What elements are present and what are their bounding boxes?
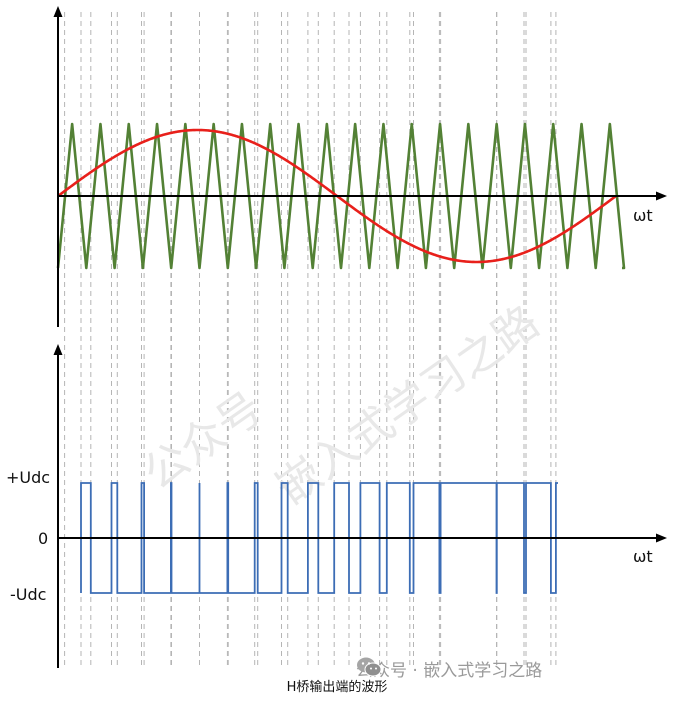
tick-label-negative: -Udc [10,585,46,604]
watermark-line2: 嵌入式学习之路 [267,296,549,514]
top-plot: ωt [53,6,667,327]
sampling-dashed-lines [64,12,557,668]
top-x-axis-label: ωt [633,206,653,225]
top-y-axis-arrow [53,6,63,17]
watermark: 公众号 嵌入式学习之路 [135,296,549,514]
bottom-y-axis-arrow [53,344,63,355]
account-credit: 公众号 · 嵌入式学习之路 [356,656,542,681]
watermark-line1: 公众号 [135,383,272,500]
figure-caption: H桥输出端的波形 [286,680,388,695]
tick-label-zero: 0 [38,529,48,548]
bottom-x-axis-arrow [656,533,667,543]
bottom-plot: ωt +Udc 0 -Udc [6,344,667,668]
tick-label-positive: +Udc [6,468,50,487]
account-text: 公众号 · 嵌入式学习之路 [356,661,543,681]
bottom-x-axis-label: ωt [633,547,653,566]
top-x-axis-arrow [656,191,667,201]
wechat-icon [357,657,382,677]
h-bridge-output-wave [80,482,558,594]
